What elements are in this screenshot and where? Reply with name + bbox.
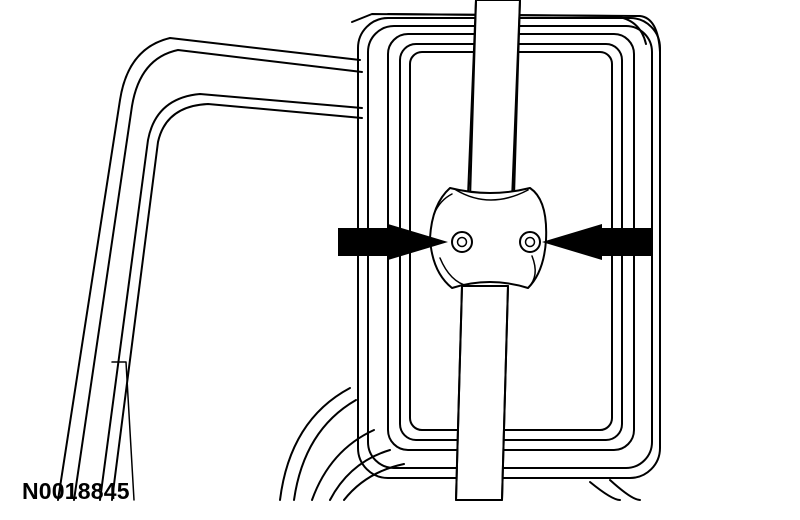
left-arrow-icon (338, 224, 448, 260)
door-frame (57, 37, 363, 501)
clamp-bracket (429, 187, 548, 289)
mount-base (279, 387, 641, 501)
right-arrow-icon (542, 224, 652, 260)
figure-id: N0018845 (22, 478, 130, 504)
fastener-left (451, 231, 473, 253)
fastener-right (519, 231, 541, 253)
